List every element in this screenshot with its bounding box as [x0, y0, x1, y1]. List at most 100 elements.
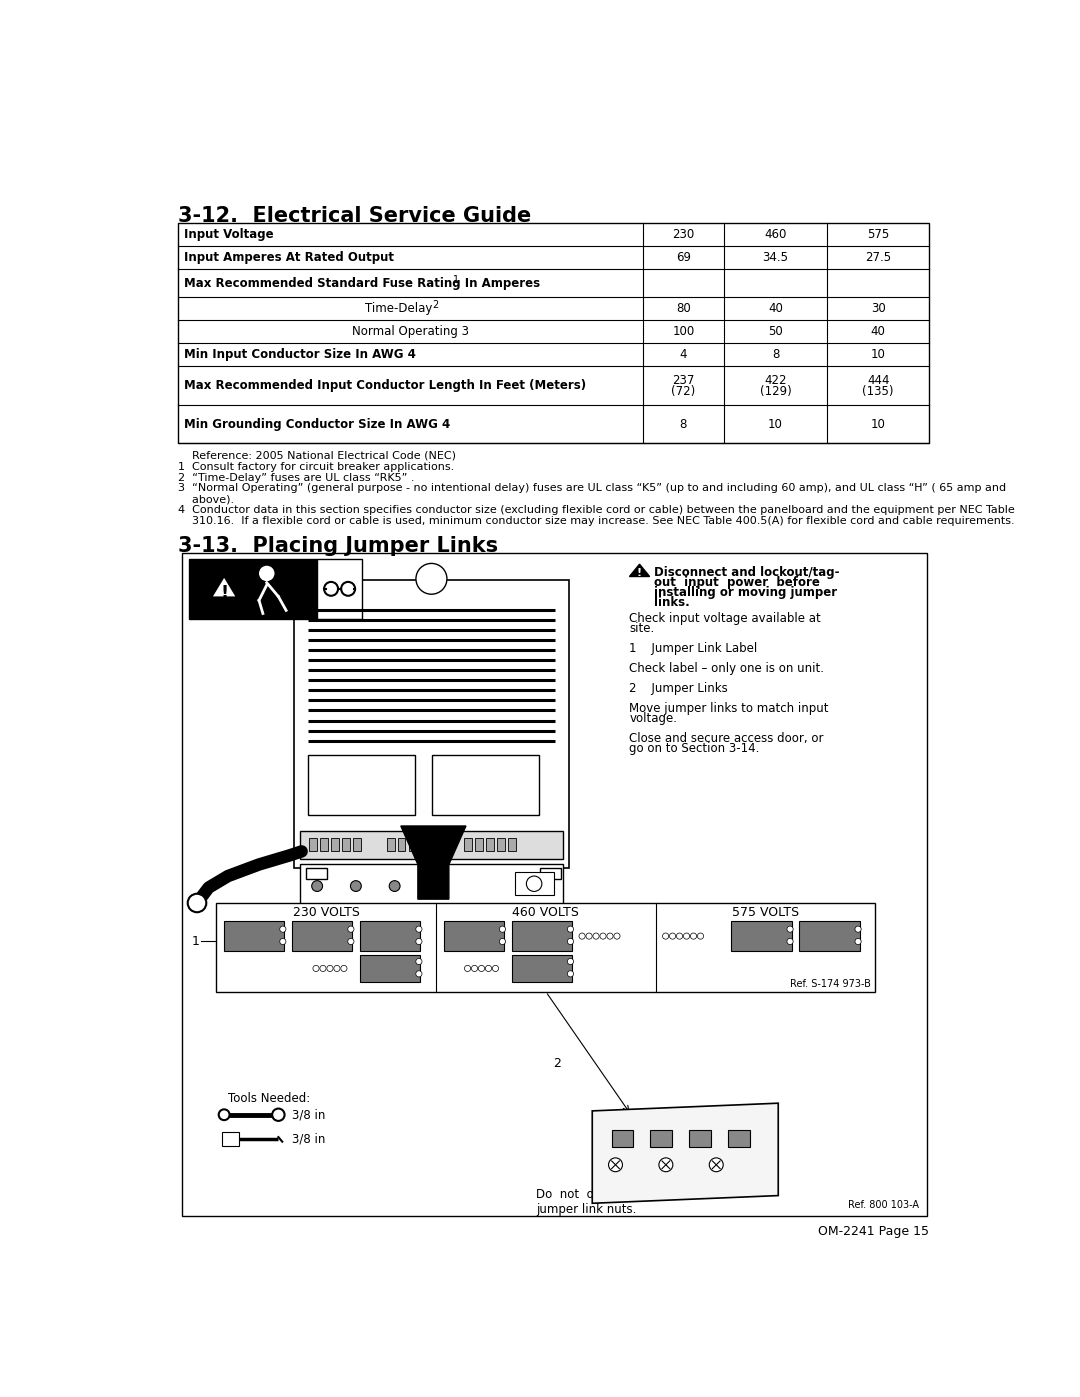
Circle shape	[526, 876, 542, 891]
Text: Max Recommended Standard Fuse Rating In Amperes: Max Recommended Standard Fuse Rating In …	[184, 277, 540, 291]
Circle shape	[472, 965, 477, 971]
Polygon shape	[630, 564, 649, 577]
Circle shape	[698, 933, 703, 939]
Text: Min Input Conductor Size In AWG 4: Min Input Conductor Size In AWG 4	[184, 348, 416, 362]
Text: Max Recommended Input Conductor Length In Feet (Meters): Max Recommended Input Conductor Length I…	[184, 379, 586, 393]
Text: 422: 422	[765, 373, 787, 387]
Text: Tools Needed:: Tools Needed:	[228, 1091, 310, 1105]
Circle shape	[320, 965, 326, 971]
Bar	[515, 872, 554, 895]
Circle shape	[350, 880, 362, 891]
Bar	[408, 838, 416, 851]
Bar	[300, 865, 563, 907]
Circle shape	[416, 971, 422, 977]
Text: 50: 50	[768, 326, 783, 338]
Bar	[397, 838, 405, 851]
Text: 2    Jumper Links: 2 Jumper Links	[630, 682, 728, 694]
Text: 3-13.  Placing Jumper Links: 3-13. Placing Jumper Links	[177, 535, 498, 556]
Bar	[689, 1130, 711, 1147]
Circle shape	[188, 894, 206, 912]
Text: 3/8 in: 3/8 in	[292, 1108, 325, 1122]
Text: 8: 8	[679, 418, 687, 430]
Circle shape	[280, 926, 286, 932]
Text: Check input voltage available at: Check input voltage available at	[630, 612, 821, 624]
Text: Normal Operating 3: Normal Operating 3	[352, 326, 469, 338]
Bar	[309, 838, 318, 851]
Circle shape	[334, 965, 340, 971]
Bar	[294, 580, 569, 869]
Text: 3/8 in: 3/8 in	[292, 1133, 325, 1146]
Circle shape	[586, 933, 592, 939]
Bar	[419, 838, 428, 851]
Text: 460 VOLTS: 460 VOLTS	[512, 905, 579, 919]
Circle shape	[416, 563, 447, 594]
Text: site.: site.	[630, 622, 654, 636]
Bar	[512, 956, 572, 982]
Bar	[221, 1133, 239, 1147]
Circle shape	[341, 965, 347, 971]
Text: 2  “Time-Delay” fuses are UL class “RK5” .: 2 “Time-Delay” fuses are UL class “RK5” …	[177, 472, 414, 482]
Circle shape	[485, 965, 491, 971]
Bar	[177, 224, 930, 443]
Text: 1  Consult factory for circuit breaker applications.: 1 Consult factory for circuit breaker ap…	[177, 462, 454, 472]
Text: 460: 460	[765, 228, 786, 242]
Text: 10: 10	[870, 418, 886, 430]
Text: 27.5: 27.5	[865, 251, 891, 264]
Circle shape	[492, 965, 499, 971]
Circle shape	[312, 880, 323, 891]
Text: (129): (129)	[759, 386, 792, 398]
Text: 2: 2	[554, 1058, 562, 1070]
Text: OM-2241 Page 15: OM-2241 Page 15	[819, 1225, 930, 1238]
Circle shape	[608, 1158, 622, 1172]
Text: 1: 1	[191, 935, 200, 949]
Circle shape	[313, 965, 319, 971]
Circle shape	[567, 958, 573, 964]
Text: 3  “Normal Operating” (general purpose - no intentional delay) fuses are UL clas: 3 “Normal Operating” (general purpose - …	[177, 483, 1005, 493]
Circle shape	[280, 939, 286, 944]
Bar	[361, 922, 420, 951]
Text: !: !	[637, 567, 643, 578]
Circle shape	[416, 939, 422, 944]
Circle shape	[684, 933, 690, 939]
Bar	[799, 922, 860, 951]
Bar	[387, 838, 394, 851]
Text: (135): (135)	[863, 386, 894, 398]
Text: 310.16.  If a flexible cord or cable is used, minimum conductor size may increas: 310.16. If a flexible cord or cable is u…	[177, 515, 1014, 525]
Circle shape	[787, 926, 793, 932]
Circle shape	[579, 933, 585, 939]
Text: 4: 4	[679, 348, 687, 362]
Text: Ref. S-174 973-B: Ref. S-174 973-B	[791, 979, 872, 989]
Circle shape	[416, 958, 422, 964]
Text: out  input  power  before: out input power before	[654, 576, 820, 588]
Text: 1    Jumper Link Label: 1 Jumper Link Label	[630, 643, 758, 655]
Bar	[464, 838, 472, 851]
Circle shape	[464, 965, 471, 971]
Circle shape	[327, 965, 333, 971]
Bar	[353, 838, 361, 851]
Text: 2: 2	[432, 300, 438, 310]
Text: 10: 10	[768, 418, 783, 430]
Bar	[731, 922, 792, 951]
Bar	[430, 838, 438, 851]
Text: voltage.: voltage.	[630, 712, 677, 725]
Bar	[321, 838, 328, 851]
Circle shape	[662, 933, 669, 939]
Text: Reference: 2005 National Electrical Code (NEC): Reference: 2005 National Electrical Code…	[177, 451, 456, 461]
Circle shape	[670, 933, 676, 939]
Circle shape	[348, 939, 354, 944]
Circle shape	[324, 583, 338, 595]
Bar	[508, 838, 515, 851]
Circle shape	[567, 926, 573, 932]
Circle shape	[341, 583, 355, 595]
Bar	[225, 922, 284, 951]
Text: 8: 8	[772, 348, 780, 362]
Text: 40: 40	[870, 326, 886, 338]
Text: 40: 40	[768, 302, 783, 316]
Circle shape	[348, 926, 354, 932]
Text: 230: 230	[672, 228, 694, 242]
Text: links.: links.	[654, 595, 690, 609]
Circle shape	[593, 933, 599, 939]
Text: Disconnect and lockout/tag-: Disconnect and lockout/tag-	[654, 566, 840, 578]
Bar	[432, 756, 539, 816]
Bar	[306, 869, 327, 879]
